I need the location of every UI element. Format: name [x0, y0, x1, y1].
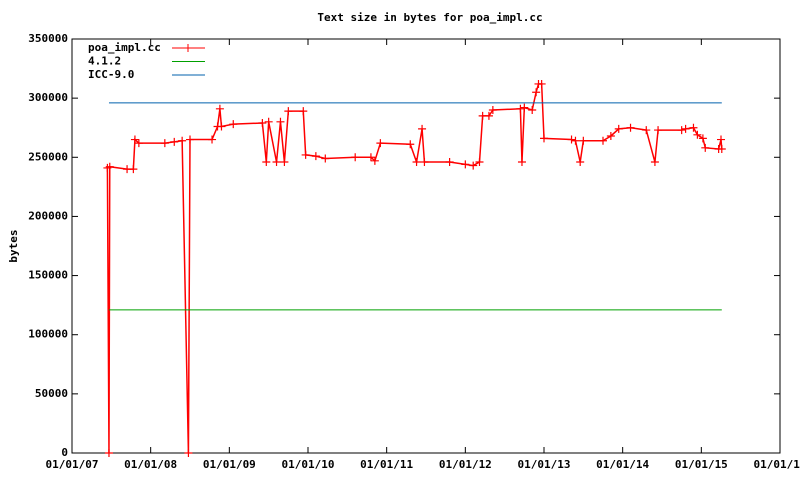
data-point [321, 154, 330, 163]
series-line [106, 83, 723, 454]
data-point [217, 122, 226, 131]
data-point [528, 105, 537, 114]
y-tick-label: 100000 [28, 328, 68, 341]
data-point [614, 124, 623, 133]
data-point [642, 126, 651, 135]
legend-label: poa_impl.cc [88, 41, 161, 54]
chart-title: Text size in bytes for poa_impl.cc [317, 11, 542, 24]
data-point [229, 120, 238, 129]
data-point [129, 165, 138, 174]
data-point [105, 162, 114, 171]
y-axis-label: bytes [7, 229, 20, 262]
legend-marker [184, 44, 192, 52]
data-point [626, 123, 635, 132]
legend-label: ICC-9.0 [88, 68, 134, 81]
data-point [599, 136, 607, 145]
data-point [681, 124, 690, 133]
data-point [698, 134, 707, 143]
data-point [520, 103, 529, 112]
data-point [215, 104, 224, 113]
data-point [571, 136, 580, 145]
data-point [412, 158, 421, 167]
data-point [186, 135, 194, 144]
data-point [488, 105, 497, 114]
data-point [170, 137, 179, 146]
y-tick-label: 200000 [28, 209, 68, 222]
data-point [532, 88, 541, 97]
data-point [272, 158, 281, 167]
y-tick-label: 350000 [28, 32, 68, 45]
data-point [301, 150, 310, 159]
y-tick-label: 300000 [28, 91, 68, 104]
data-point [469, 161, 478, 170]
data-point [693, 130, 702, 139]
data-point [284, 107, 293, 116]
data-point [264, 117, 273, 126]
x-tick-label: 01/01/13 [518, 458, 571, 471]
data-point [184, 449, 193, 457]
data-point [299, 107, 308, 116]
plot-frame [71, 38, 781, 454]
legend-label: 4.1.2 [88, 55, 121, 68]
y-tick-label: 0 [61, 446, 68, 459]
x-tick-label: 01/01/09 [203, 458, 256, 471]
data-point [516, 104, 525, 113]
x-tick-label: 01/01/16 [754, 458, 800, 471]
data-point [677, 126, 686, 135]
data-point [276, 117, 285, 126]
data-point [517, 158, 526, 167]
data-point [160, 139, 169, 148]
data-point [366, 153, 375, 162]
x-tick-label: 01/01/12 [439, 458, 492, 471]
x-tick-label: 01/01/10 [282, 458, 335, 471]
data-point [370, 156, 379, 165]
data-point [178, 136, 187, 145]
data-point [406, 140, 415, 149]
data-point [280, 158, 289, 167]
data-point [461, 160, 470, 169]
data-point [376, 139, 385, 148]
x-tick-label: 01/01/11 [360, 458, 413, 471]
data-point [130, 135, 139, 144]
data-point [650, 158, 659, 167]
data-point [134, 139, 143, 148]
data-point [606, 131, 615, 140]
data-point [104, 449, 113, 457]
data-point [717, 145, 726, 154]
y-tick-label: 250000 [28, 150, 68, 163]
data-point [420, 158, 429, 167]
x-tick-label: 01/01/15 [675, 458, 728, 471]
y-tick-label: 150000 [28, 269, 68, 282]
y-tick-label: 50000 [35, 387, 68, 400]
data-point [701, 143, 710, 152]
data-point [537, 79, 546, 88]
data-point [689, 123, 698, 132]
data-point [418, 124, 427, 133]
data-point [262, 158, 271, 167]
x-tick-label: 01/01/08 [124, 458, 177, 471]
x-tick-label: 01/01/07 [46, 458, 99, 471]
data-point [445, 158, 454, 167]
data-point [311, 152, 320, 161]
data-point [258, 118, 267, 127]
data-point [717, 135, 725, 144]
data-point [475, 158, 484, 167]
data-point [208, 135, 217, 144]
data-point [579, 136, 588, 145]
data-point [654, 126, 663, 135]
x-tick-label: 01/01/14 [596, 458, 649, 471]
data-point [540, 134, 548, 143]
data-point [484, 111, 493, 120]
data-point [576, 158, 585, 167]
data-point [351, 153, 360, 162]
data-point [567, 135, 576, 144]
